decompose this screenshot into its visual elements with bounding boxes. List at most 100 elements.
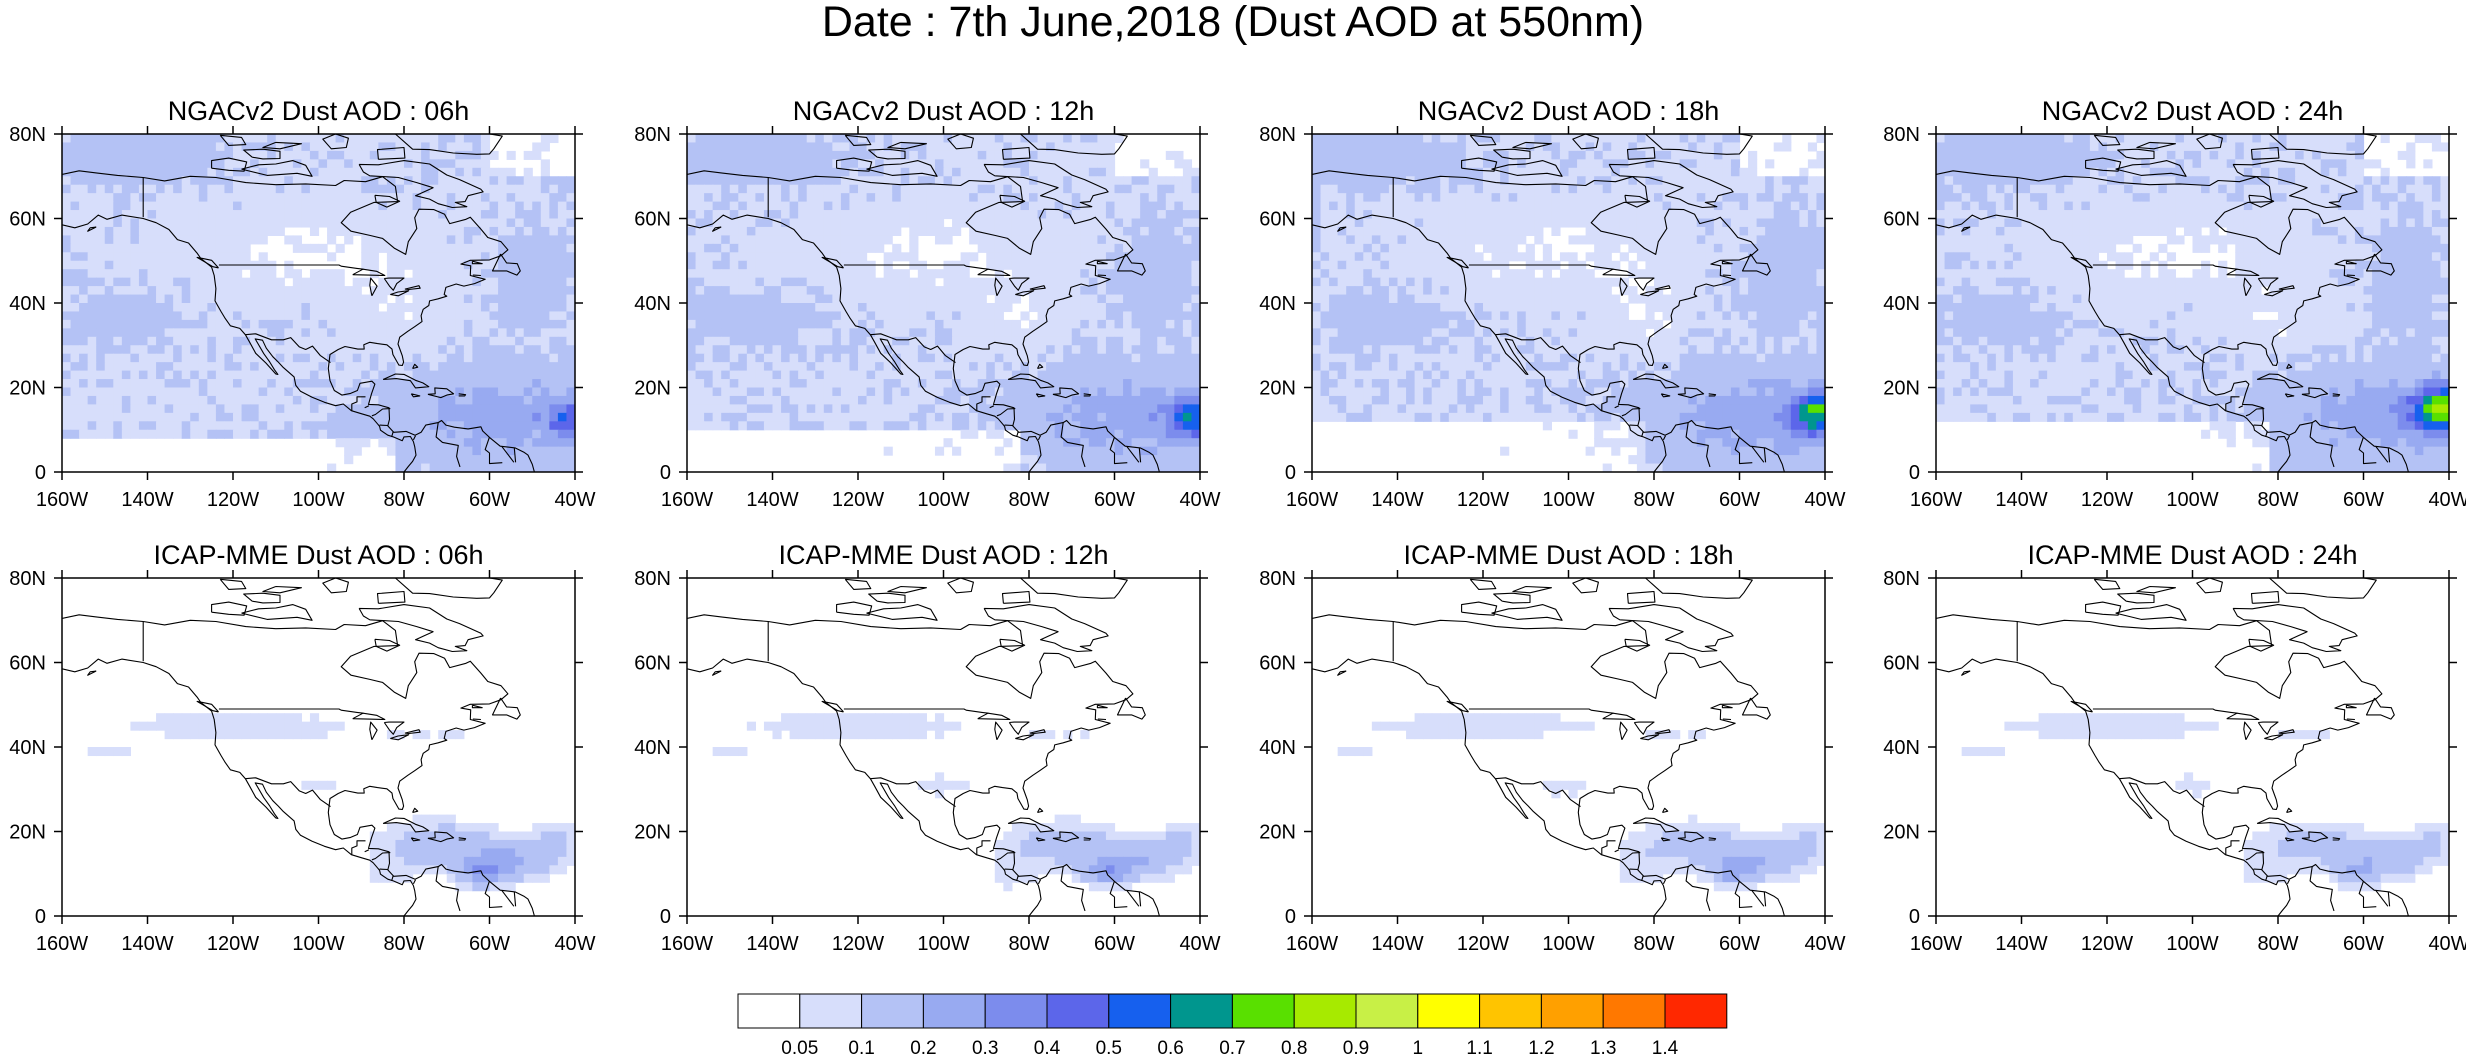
- aod-field: [1337, 713, 1825, 892]
- colorbar-swatch: [1293, 993, 1357, 1029]
- lon-tick-label: 100W: [917, 933, 969, 955]
- colorbar-swatch: [1602, 993, 1666, 1029]
- lon-tick-label: 60W: [1094, 933, 1135, 955]
- lon-tick-label: 120W: [207, 489, 259, 511]
- panel-title: ICAP-MME Dust AOD : 12h: [778, 540, 1108, 570]
- lat-tick-label: 40N: [9, 293, 46, 315]
- lat-tick-label: 20N: [634, 378, 671, 400]
- colorbar-label: 0.1: [848, 1038, 874, 1056]
- lat-tick-label: 20N: [1883, 378, 1920, 400]
- lat-tick-label: 0: [660, 906, 671, 928]
- lon-tick-label: 80W: [1633, 933, 1674, 955]
- colorbar-swatch: [861, 993, 924, 1029]
- map-panel-1: 160W 140W 120W 100W 80W 60W 40W 0 20N 40N 60N 80N NG…: [9, 96, 595, 511]
- map-panel-8: 160W 140W 120W 100W 80W 60W 40W 0 20N 40N 60N 80N IC…: [1883, 540, 2466, 955]
- lon-tick-label: 40W: [1804, 933, 1845, 955]
- lon-tick-label: 160W: [1286, 489, 1338, 511]
- lon-tick-label: 160W: [36, 489, 88, 511]
- lat-tick-label: 60N: [634, 209, 671, 231]
- lat-tick-label: 20N: [9, 822, 46, 844]
- lon-tick-label: 40W: [1179, 933, 1220, 955]
- lon-tick-label: 40W: [1179, 489, 1220, 511]
- lon-tick-label: 160W: [661, 489, 713, 511]
- lon-tick-label: 140W: [746, 489, 798, 511]
- lon-tick-label: 160W: [36, 933, 88, 955]
- lat-tick-label: 80N: [9, 124, 46, 146]
- lon-tick-label: 100W: [917, 489, 969, 511]
- map-panel-7: 160W 140W 120W 100W 80W 60W 40W 0 20N 40N 60N 80N IC…: [1259, 540, 1845, 955]
- colorbar-swatch: [737, 993, 801, 1029]
- lat-tick-label: 20N: [1259, 822, 1296, 844]
- colorbar-swatch: [1664, 993, 1728, 1029]
- lon-tick-label: 40W: [1804, 489, 1845, 511]
- lon-tick-label: 140W: [1371, 489, 1423, 511]
- lon-tick-label: 100W: [2166, 933, 2218, 955]
- coastlines: [687, 578, 1160, 916]
- lon-tick-label: 120W: [2081, 933, 2133, 955]
- lon-tick-label: 100W: [292, 489, 344, 511]
- lon-tick-label: 40W: [2428, 489, 2466, 511]
- aod-field: [62, 134, 575, 472]
- colorbar-swatch: [984, 993, 1048, 1029]
- lon-tick-label: 80W: [1008, 489, 1049, 511]
- colorbar-swatch: [1170, 993, 1233, 1029]
- lon-tick-label: 120W: [1457, 489, 1509, 511]
- colorbar-swatch: [922, 993, 986, 1029]
- lon-tick-label: 40W: [554, 933, 595, 955]
- lon-tick-label: 120W: [832, 933, 884, 955]
- figure-title: Date : 7th June,2018 (Dust AOD at 550nm): [821, 0, 1645, 46]
- lon-tick-label: 160W: [1286, 933, 1338, 955]
- lon-tick-label: 160W: [661, 933, 713, 955]
- lat-tick-label: 60N: [1883, 209, 1920, 231]
- lon-tick-label: 140W: [121, 933, 173, 955]
- lon-tick-label: 120W: [207, 933, 259, 955]
- lat-tick-label: 60N: [1883, 653, 1920, 675]
- map-panel-4: 160W 140W 120W 100W 80W 60W 40W 0 20N 40N 60N 80N NG…: [1883, 96, 2466, 511]
- lon-tick-label: 60W: [1094, 489, 1135, 511]
- colorbar-label: 0.3: [972, 1038, 998, 1056]
- lon-tick-label: 80W: [1633, 489, 1674, 511]
- colorbar-label: 0.5: [1096, 1038, 1122, 1056]
- colorbar: 0.05 0.1 0.2 0.3 0.4 0.5 0.6 0.7 0.8 0.9 1 1.1 1.2 1.…: [737, 993, 1728, 1056]
- lat-tick-label: 80N: [634, 568, 671, 590]
- lat-tick-label: 0: [35, 906, 46, 928]
- lat-tick-label: 80N: [1883, 568, 1920, 590]
- lat-tick-label: 40N: [1259, 737, 1296, 759]
- panel-title: ICAP-MME Dust AOD : 06h: [153, 540, 483, 570]
- lat-tick-label: 80N: [1883, 124, 1920, 146]
- aod-field: [1936, 134, 2449, 472]
- lon-tick-label: 100W: [1542, 489, 1594, 511]
- lon-tick-label: 140W: [1371, 933, 1423, 955]
- lat-tick-label: 40N: [9, 737, 46, 759]
- coastlines: [62, 578, 535, 916]
- colorbar-label: 1.1: [1466, 1038, 1492, 1056]
- lat-tick-label: 20N: [1259, 378, 1296, 400]
- lon-tick-label: 140W: [1995, 489, 2047, 511]
- colorbar-label: 1: [1413, 1038, 1424, 1056]
- colorbar-swatch: [1479, 993, 1542, 1029]
- lon-tick-label: 140W: [746, 933, 798, 955]
- aod-field: [1312, 134, 1825, 472]
- lat-tick-label: 60N: [9, 653, 46, 675]
- colorbar-swatch: [1540, 993, 1604, 1029]
- lon-tick-label: 100W: [1542, 933, 1594, 955]
- lat-tick-label: 0: [35, 462, 46, 484]
- coastlines: [62, 134, 535, 472]
- lat-tick-label: 0: [1285, 462, 1296, 484]
- lon-tick-label: 120W: [2081, 489, 2133, 511]
- aod-field: [712, 713, 1200, 892]
- lat-tick-label: 20N: [1883, 822, 1920, 844]
- panel-title: ICAP-MME Dust AOD : 18h: [1403, 540, 1733, 570]
- lat-tick-label: 80N: [1259, 124, 1296, 146]
- colorbar-swatch: [1355, 993, 1419, 1029]
- lon-tick-label: 60W: [2343, 933, 2384, 955]
- aod-field: [1961, 713, 2449, 892]
- lat-tick-label: 60N: [634, 653, 671, 675]
- lon-tick-label: 140W: [121, 489, 173, 511]
- map-panel-5: 160W 140W 120W 100W 80W 60W 40W 0 20N 40N 60N 80N IC…: [9, 540, 595, 955]
- lon-tick-label: 40W: [554, 489, 595, 511]
- colorbar-label: 0.05: [781, 1038, 818, 1056]
- lat-tick-label: 20N: [634, 822, 671, 844]
- panel-title: NGACv2 Dust AOD : 06h: [168, 96, 470, 126]
- colorbar-swatch: [1231, 993, 1295, 1029]
